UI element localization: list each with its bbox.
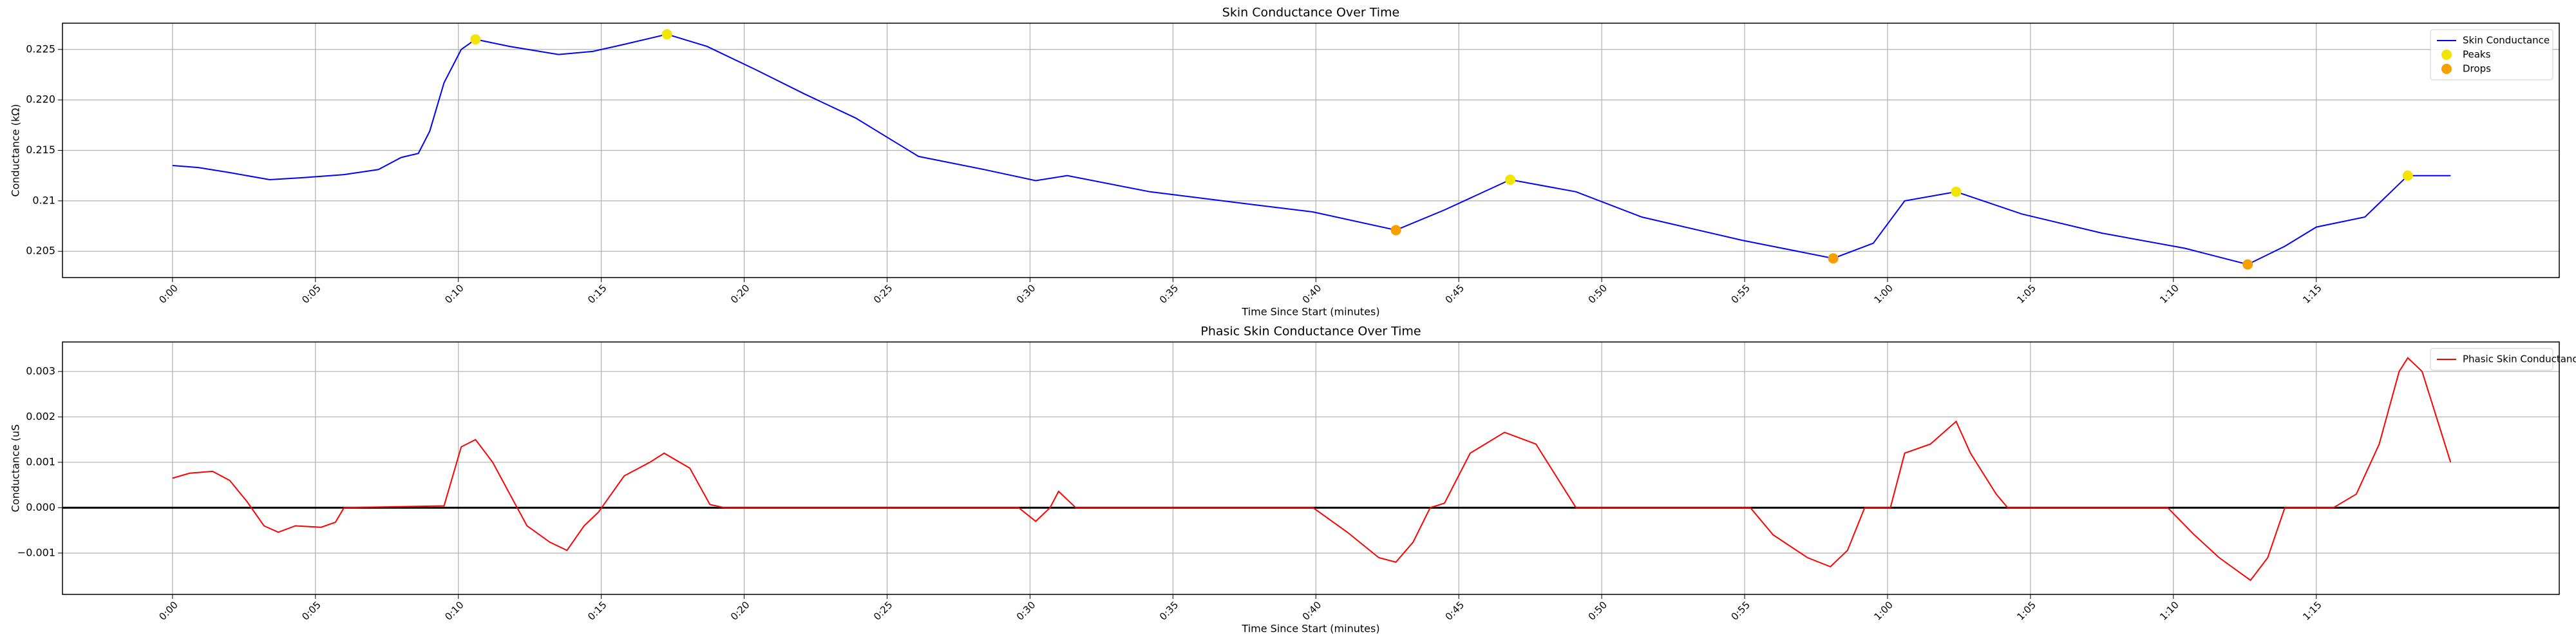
legend-label: Drops: [2463, 63, 2491, 75]
x-tick-label: 1:00: [1871, 282, 1895, 306]
legend-swatch: [2441, 50, 2452, 60]
x-tick-label: 1:05: [2014, 282, 2038, 306]
x-tick-label: 0:35: [1157, 282, 1181, 306]
data-point: [1951, 186, 1962, 197]
legend: Phasic Skin Conductance: [2430, 348, 2576, 371]
y-tick-label: 0.220: [26, 93, 55, 106]
legend: Skin Conductance Peaks Drops: [2430, 29, 2553, 80]
legend-label: Skin Conductance: [2463, 35, 2550, 46]
y-tick-label: 0.000: [26, 501, 55, 513]
x-tick-label: 0:10: [442, 282, 466, 306]
x-tick-label: 0:05: [299, 599, 323, 623]
x-tick-label: 0:40: [1300, 282, 1324, 306]
x-tick-label: 0:05: [299, 282, 323, 306]
y-tick-label: 0.225: [26, 43, 55, 55]
x-tick-label: 0:00: [156, 282, 180, 306]
x-tick-label: 0:45: [1443, 282, 1467, 306]
x-tick-label: 0:20: [728, 282, 752, 306]
legend-label: Peaks: [2463, 49, 2491, 61]
y-tick-label: 0.215: [26, 144, 55, 156]
y-axis-label: Conductance (uS: [10, 424, 22, 513]
data-point: [1390, 225, 1401, 236]
x-tick-label: 0:50: [1586, 282, 1610, 306]
x-tick-label: 0:30: [1014, 282, 1038, 306]
x-tick-label: 1:15: [2300, 599, 2324, 623]
x-tick-label: 1:10: [2157, 282, 2181, 306]
data-point: [1505, 174, 1516, 185]
legend-box: [2430, 348, 2553, 371]
y-tick-label: 0.205: [26, 245, 55, 257]
data-point: [2242, 259, 2253, 270]
x-tick-label: 0:30: [1014, 599, 1038, 623]
x-tick-label: 0:55: [1728, 599, 1752, 623]
x-tick-label: 0:00: [156, 599, 180, 623]
plot-frame: [62, 341, 2560, 595]
y-tick-label: 0.002: [26, 410, 55, 422]
x-axis-label: Time Since Start (minutes): [1241, 306, 1379, 318]
x-tick-label: 0:35: [1157, 599, 1181, 623]
data-point: [470, 34, 481, 45]
y-axis-label: Conductance (kΩ): [10, 104, 22, 196]
x-tick-label: 0:15: [585, 282, 609, 306]
data-point: [661, 29, 672, 40]
legend-box: [2430, 29, 2553, 80]
x-tick-label: 0:20: [728, 599, 752, 623]
chart-title: Phasic Skin Conductance Over Time: [1200, 325, 1421, 339]
data-point: [2402, 170, 2413, 181]
x-tick-label: 1:00: [1871, 599, 1895, 623]
chart-title: Skin Conductance Over Time: [1222, 6, 1399, 20]
data-line: [172, 357, 2452, 582]
x-tick-label: 0:25: [871, 282, 895, 306]
plot-frame: [62, 23, 2560, 278]
x-tick-label: 1:10: [2157, 599, 2181, 623]
y-tick-label: 0.21: [32, 194, 55, 206]
y-tick-label: −0.001: [17, 546, 55, 558]
data-line: [172, 33, 2451, 265]
x-tick-label: 1:15: [2300, 282, 2324, 306]
x-tick-label: 0:45: [1443, 599, 1467, 623]
x-tick-label: 0:50: [1586, 599, 1610, 623]
x-tick-label: 0:10: [442, 599, 466, 623]
x-tick-label: 0:40: [1300, 599, 1324, 623]
x-tick-label: 0:15: [585, 599, 609, 623]
x-tick-label: 1:05: [2014, 599, 2038, 623]
legend-label: Phasic Skin Conductance: [2463, 354, 2576, 365]
data-point: [1828, 253, 1839, 264]
x-axis-label: Time Since Start (minutes): [1241, 623, 1379, 635]
y-tick-label: 0.003: [26, 365, 55, 377]
y-tick-label: 0.001: [26, 455, 55, 468]
x-tick-label: 0:55: [1728, 282, 1752, 306]
legend-swatch: [2441, 64, 2452, 74]
x-tick-label: 0:25: [871, 599, 895, 623]
